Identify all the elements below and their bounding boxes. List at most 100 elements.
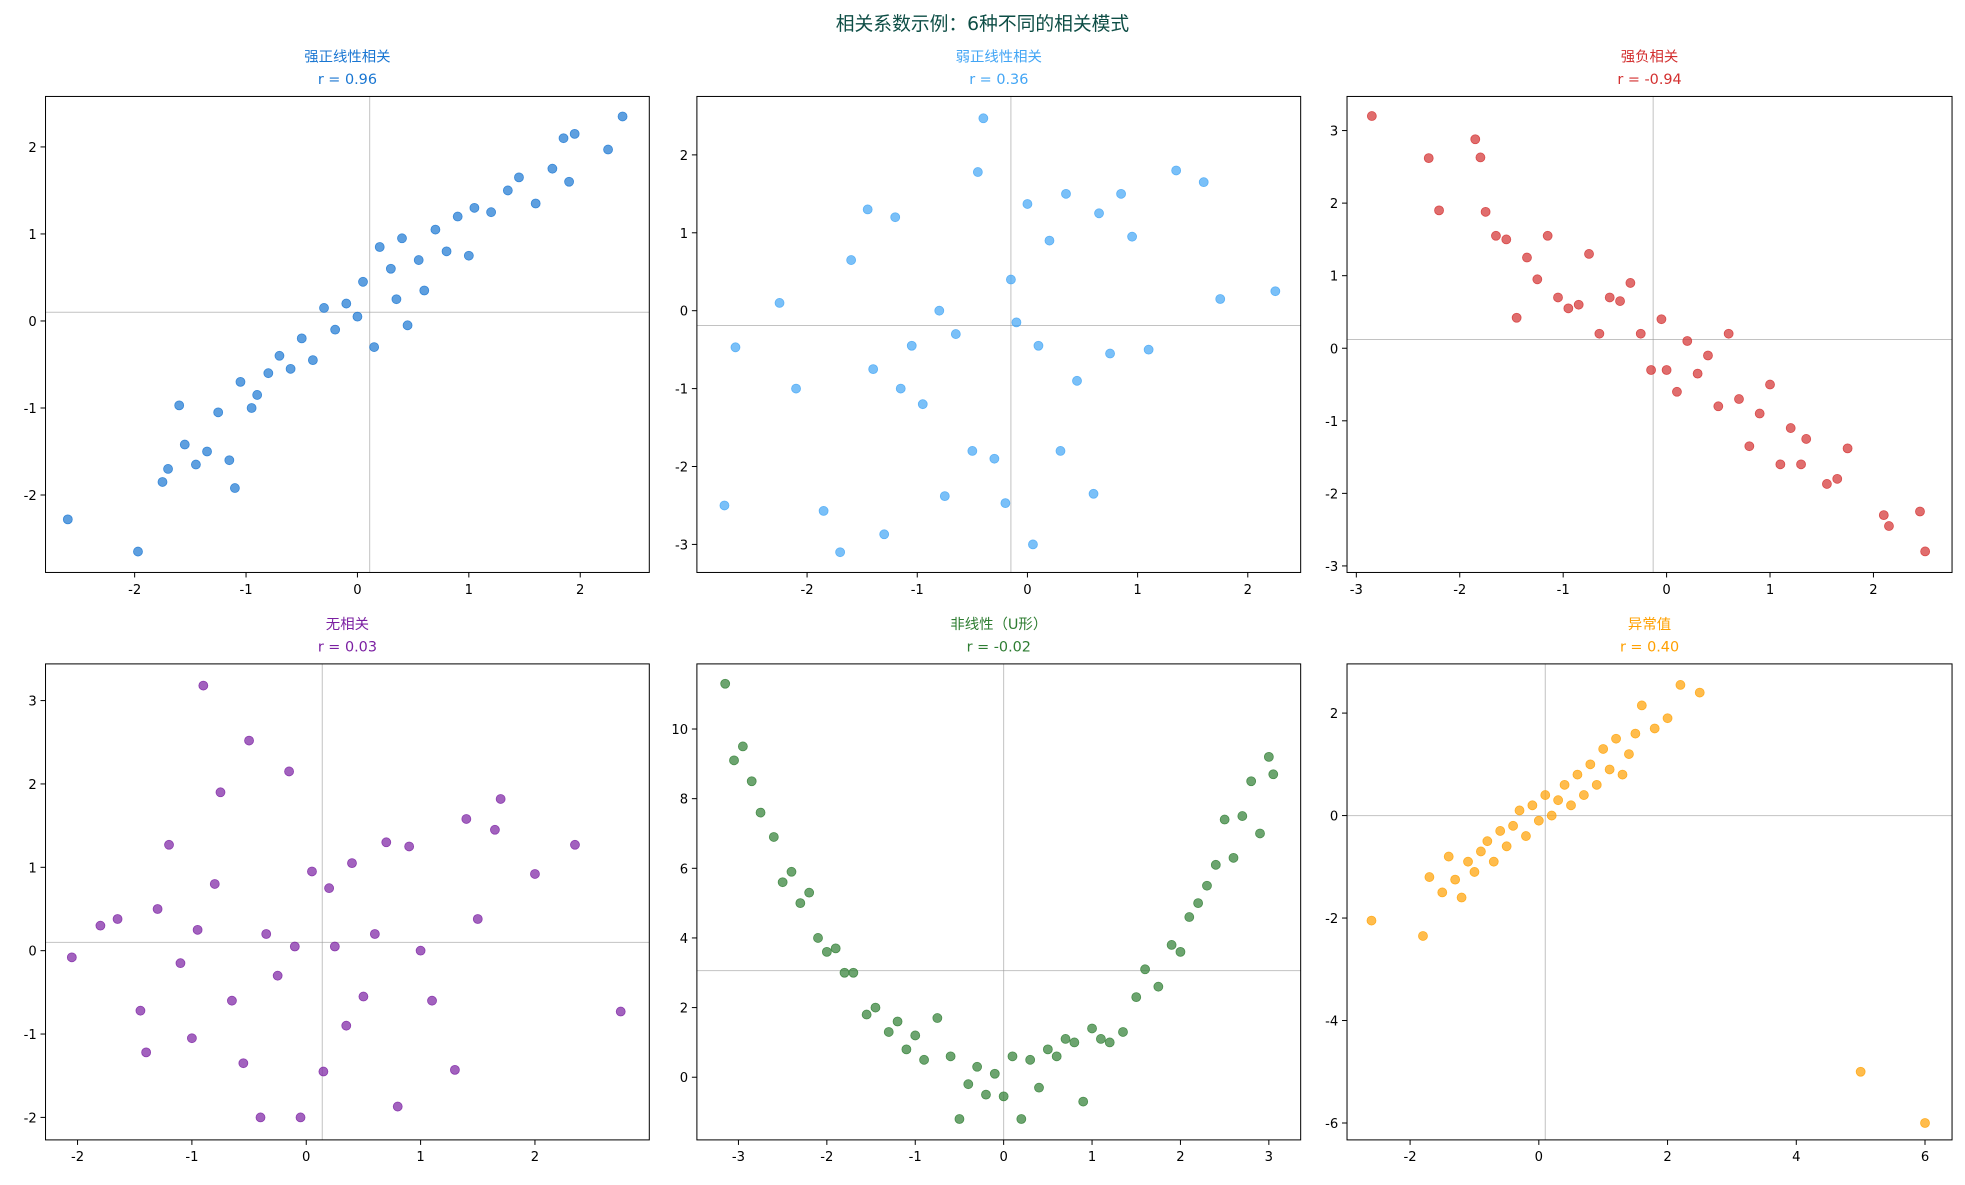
point [989, 1068, 1000, 1079]
point [227, 995, 237, 1006]
point [1476, 846, 1486, 857]
point [419, 285, 430, 296]
point [795, 898, 806, 909]
point [381, 837, 392, 848]
point [209, 879, 220, 889]
point [861, 1009, 872, 1020]
point [755, 807, 766, 818]
point [296, 333, 307, 344]
point [1424, 872, 1435, 882]
point [963, 1079, 974, 1090]
point [358, 276, 368, 287]
point [917, 399, 928, 410]
point [1016, 1114, 1027, 1124]
point [1514, 805, 1525, 816]
subplot-subtitle: r = 0.36 [969, 72, 1028, 88]
point [1006, 274, 1016, 285]
x-tick-label: 3 [1265, 1150, 1273, 1165]
point [441, 246, 452, 257]
point [284, 766, 294, 777]
point [252, 390, 263, 400]
point [1443, 851, 1454, 862]
point [1617, 769, 1628, 780]
point [730, 342, 741, 353]
point [272, 970, 283, 981]
y-tick-label: 0 [680, 305, 688, 320]
point [402, 320, 413, 331]
point [198, 680, 209, 691]
x-tick-label: 2 [531, 1150, 539, 1165]
point [879, 529, 890, 540]
x-tick-label: -2 [1404, 1150, 1417, 1165]
point [1022, 199, 1033, 209]
point [1055, 446, 1066, 456]
point [192, 924, 203, 935]
x-tick-label: -2 [801, 583, 814, 598]
x-tick-label: -1 [911, 583, 924, 598]
point [1193, 898, 1204, 909]
point [906, 340, 917, 351]
subplot: 异常值 r = 0.40 -2 0 2 4 6 -6 -4 -2 0 2 [1325, 616, 1953, 1165]
point [235, 376, 246, 387]
point [1175, 946, 1186, 957]
point [141, 1047, 152, 1058]
point [152, 904, 163, 914]
x-tick-label: 2 [1663, 1150, 1671, 1165]
point [495, 794, 506, 804]
axes-frame [1346, 663, 1953, 1141]
x-tick-label: -2 [71, 1150, 84, 1165]
point [1237, 811, 1248, 821]
point [558, 133, 569, 144]
point [1624, 749, 1634, 759]
point [1131, 992, 1142, 1003]
point [950, 329, 961, 339]
point [261, 929, 272, 939]
point [729, 755, 739, 766]
point [1546, 810, 1557, 821]
point [848, 967, 859, 978]
point [274, 350, 285, 361]
point [1822, 479, 1832, 489]
y-tick-label: -4 [1325, 1015, 1338, 1030]
point [1456, 892, 1467, 903]
point [1842, 443, 1853, 454]
point [1553, 292, 1563, 303]
subplot-title: 强负相关 [1621, 48, 1679, 65]
point [1723, 328, 1734, 339]
point [895, 383, 906, 394]
point [1656, 314, 1667, 325]
x-tick-label: 0 [1023, 583, 1031, 598]
point [1011, 317, 1022, 328]
point [1437, 887, 1448, 898]
point [1153, 981, 1164, 992]
point [1418, 931, 1428, 941]
y-tick-label: -2 [1325, 487, 1338, 502]
point [1104, 1037, 1115, 1048]
point [397, 233, 407, 244]
point [1025, 1054, 1036, 1065]
y-tick-label: -6 [1325, 1117, 1338, 1132]
point [324, 883, 334, 894]
point [1604, 292, 1615, 303]
point [1585, 759, 1596, 770]
point [813, 933, 823, 943]
x-tick-label: -1 [1557, 583, 1570, 598]
point [1511, 312, 1522, 323]
x-tick-label: 1 [465, 583, 473, 598]
point [369, 342, 380, 352]
point [1591, 779, 1602, 790]
point [319, 303, 329, 313]
point [774, 298, 785, 308]
y-tick-label: 2 [28, 141, 36, 156]
point [1491, 230, 1501, 241]
point [569, 128, 580, 139]
point [1215, 294, 1226, 304]
point [289, 941, 300, 952]
subplot: 强负相关 r = -0.94 -3 -2 -1 0 1 2 -3 -2 -1 0 1 2 3 [1325, 48, 1953, 598]
point [352, 311, 363, 322]
x-tick-label: 2 [576, 583, 584, 598]
x-tick-label: 4 [1792, 1150, 1800, 1165]
point [1366, 915, 1377, 926]
y-tick-label: -1 [24, 402, 37, 417]
point [1210, 859, 1221, 870]
